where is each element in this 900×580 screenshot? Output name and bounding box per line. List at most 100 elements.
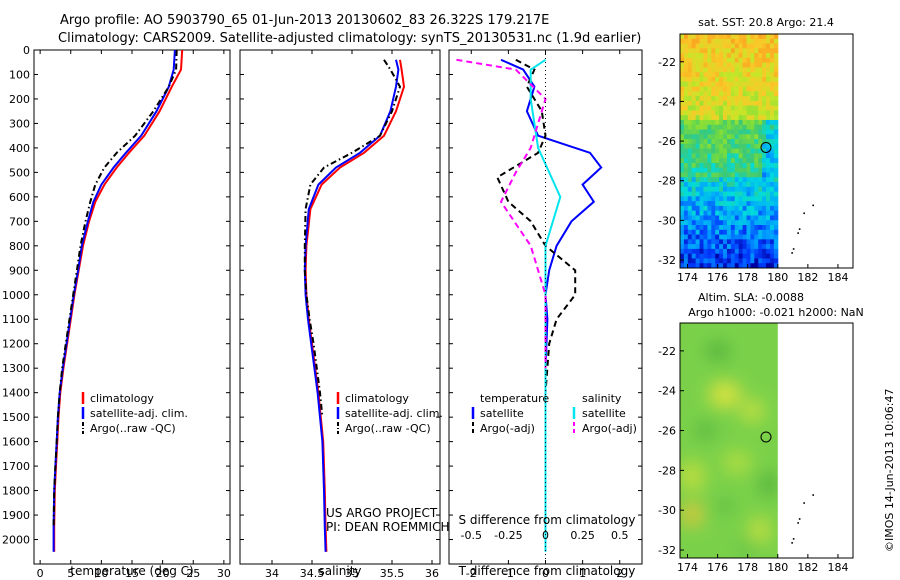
sst-cell <box>766 201 771 207</box>
sst-cell <box>758 229 763 236</box>
sst-cell <box>769 86 775 92</box>
sst-cell <box>738 172 744 178</box>
sst-cell <box>683 263 689 269</box>
map-y-tick-label: -26 <box>658 425 676 438</box>
sst-cell <box>773 182 779 188</box>
sst-cell <box>742 153 747 159</box>
x-tick-label: 0 <box>542 567 549 580</box>
sst-cell <box>711 91 716 97</box>
sst-cell <box>734 186 740 193</box>
sst-cell <box>742 191 747 197</box>
sst-cell <box>726 139 732 145</box>
sst-cell <box>773 134 779 140</box>
sst-cell <box>715 191 720 197</box>
sst-cell <box>723 186 728 193</box>
sst-cell <box>773 196 779 202</box>
sst-cell <box>723 72 728 78</box>
map-x-tick-label: 184 <box>827 561 848 574</box>
sst-cell <box>769 38 775 45</box>
sst-cell <box>715 72 720 78</box>
sst-cell <box>750 153 755 159</box>
sst-cell <box>723 139 728 145</box>
sst-cell <box>746 62 751 68</box>
sst-cell <box>726 248 732 255</box>
sst-cell <box>742 100 747 107</box>
sst-cell <box>680 186 685 193</box>
sst-cell <box>691 253 697 259</box>
sst-cell <box>699 124 704 131</box>
sst-cell <box>773 48 779 54</box>
sst-cell <box>769 234 775 240</box>
sst-cell <box>695 124 701 131</box>
sst-cell <box>703 244 708 250</box>
sst-cell <box>687 67 693 73</box>
sst-cell <box>746 100 751 107</box>
y-tick-label: 2000 <box>2 534 30 547</box>
sst-cell <box>683 76 689 83</box>
sst-cell <box>723 134 728 140</box>
sst-cell <box>742 215 747 221</box>
sst-cell <box>734 177 740 183</box>
sst-cell <box>707 182 712 188</box>
sst-cell <box>687 177 693 183</box>
sst-cell <box>703 258 708 264</box>
island-dot <box>791 542 793 544</box>
sst-cell <box>695 67 701 73</box>
sla-blob <box>760 472 777 497</box>
sst-cell <box>773 263 779 269</box>
sst-cell <box>711 191 716 197</box>
sst-cell <box>754 253 759 259</box>
sst-cell <box>742 38 747 45</box>
sst-cell <box>773 177 779 183</box>
y-tick-label: 200 <box>9 93 30 106</box>
sst-cell <box>695 48 701 54</box>
sst-cell <box>680 48 685 54</box>
sst-cell <box>734 134 740 140</box>
sst-cell <box>758 134 763 140</box>
sst-cell <box>750 177 755 183</box>
sst-cell <box>769 100 775 107</box>
sst-cell <box>711 43 716 49</box>
figure-subtitle: Climatology: CARS2009. Satellite-adjuste… <box>58 31 641 46</box>
sst-cell <box>754 72 759 78</box>
island-dot <box>803 212 805 215</box>
sst-cell <box>711 115 716 121</box>
sst-cell <box>691 53 697 59</box>
legend-label-argo: Argo(..raw -QC) <box>90 422 176 435</box>
sst-cell <box>691 34 697 40</box>
sst-cell <box>707 162 712 169</box>
sst-cell <box>742 172 747 178</box>
sst-cell <box>707 167 712 173</box>
sst-cell <box>699 177 704 183</box>
sst-cell <box>750 172 755 178</box>
sst-cell <box>719 148 724 154</box>
sst-cell <box>715 143 720 150</box>
sst-cell <box>699 196 704 202</box>
sst-cell <box>726 91 732 97</box>
sst-cell <box>766 162 771 169</box>
sst-cell <box>703 86 708 92</box>
sst-cell <box>726 148 732 154</box>
sst-cell <box>766 62 771 68</box>
sst-cell <box>687 34 693 40</box>
sst-cell <box>758 76 763 83</box>
sst-cell <box>734 139 740 145</box>
sst-cell <box>719 76 724 83</box>
sst-cell <box>687 38 693 45</box>
sst-cell <box>703 182 708 188</box>
sst-cell <box>762 62 767 68</box>
sst-cell <box>703 167 708 173</box>
sst-cell <box>766 220 771 226</box>
sst-cell <box>680 76 685 83</box>
sst-cell <box>738 134 744 140</box>
sst-cell <box>762 225 767 231</box>
sst-cell <box>766 229 771 236</box>
sst-cell <box>754 67 759 73</box>
sst-cell <box>738 244 744 250</box>
sst-cell <box>734 86 740 92</box>
sst-cell <box>766 124 771 131</box>
sst-cell <box>730 248 736 255</box>
sst-cell <box>762 91 767 97</box>
sst-cell <box>680 148 685 154</box>
